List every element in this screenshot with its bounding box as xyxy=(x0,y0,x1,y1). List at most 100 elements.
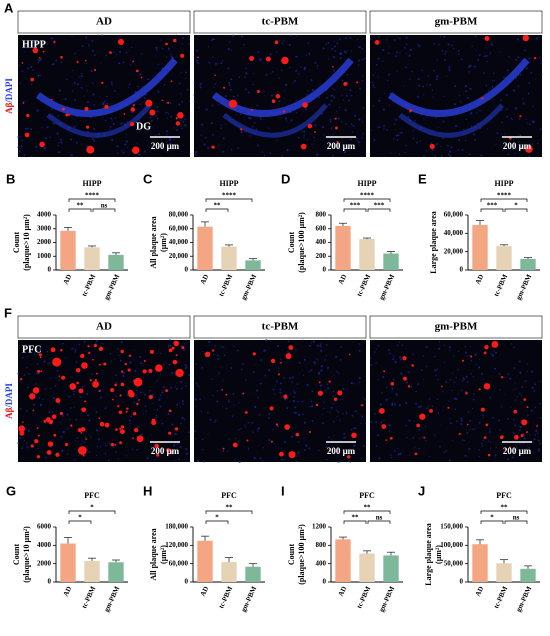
dapi xyxy=(342,387,345,391)
dapi xyxy=(275,51,278,53)
dapi xyxy=(61,449,64,452)
stain-part: Aβ xyxy=(4,407,14,418)
dapi xyxy=(370,421,373,423)
plaque xyxy=(466,423,469,426)
dapi xyxy=(337,372,339,374)
plaque xyxy=(36,455,41,459)
dapi xyxy=(178,427,180,429)
dapi xyxy=(369,357,372,359)
dapi xyxy=(484,409,486,411)
dapi xyxy=(154,409,156,411)
y-tick-label: 20,000 xyxy=(444,247,464,255)
plaque xyxy=(85,438,88,440)
dapi xyxy=(220,124,222,126)
dapi xyxy=(275,139,278,141)
dapi xyxy=(146,129,149,132)
plaque xyxy=(84,59,87,62)
dapi xyxy=(347,50,349,52)
plaque xyxy=(177,112,184,119)
dapi xyxy=(416,141,419,144)
dapi xyxy=(218,372,221,374)
chart-title: PFC xyxy=(359,491,375,500)
dapi xyxy=(139,73,142,76)
dapi xyxy=(448,459,451,462)
dapi xyxy=(244,76,246,78)
dapi xyxy=(88,451,91,453)
dapi xyxy=(434,369,437,372)
dapi xyxy=(517,56,520,59)
dapi xyxy=(155,46,158,49)
dapi xyxy=(180,93,182,95)
dapi xyxy=(111,83,113,86)
dapi xyxy=(397,134,400,137)
dapi xyxy=(185,448,188,451)
plaque xyxy=(519,115,522,118)
dapi xyxy=(238,460,241,464)
bar xyxy=(472,544,488,582)
x-tick-label: gm-PBM xyxy=(515,273,534,301)
dapi xyxy=(518,118,521,120)
image-bg xyxy=(194,340,366,462)
dapi xyxy=(257,144,259,147)
dapi xyxy=(216,390,219,392)
dapi xyxy=(158,398,161,401)
dapi xyxy=(514,424,517,427)
dapi xyxy=(152,402,154,405)
dapi xyxy=(166,133,168,135)
dapi xyxy=(417,383,420,386)
dapi xyxy=(126,120,129,123)
x-tick-label: AD xyxy=(474,585,486,598)
dapi xyxy=(412,352,414,355)
dapi xyxy=(457,351,459,353)
plaque xyxy=(280,361,282,364)
dapi xyxy=(297,400,299,403)
dapi xyxy=(278,100,281,103)
dapi xyxy=(452,372,454,374)
dapi xyxy=(338,106,341,109)
dapi xyxy=(292,82,294,84)
dapi xyxy=(220,127,222,129)
dapi xyxy=(409,48,412,51)
dapi xyxy=(150,446,152,448)
dapi xyxy=(475,363,477,366)
plaque xyxy=(361,404,364,407)
dapi xyxy=(503,376,505,379)
dapi xyxy=(324,359,326,361)
y-tick-label: 1200 xyxy=(312,523,327,531)
dapi xyxy=(371,81,374,84)
dapi xyxy=(332,87,334,89)
dapi xyxy=(38,58,40,61)
dapi xyxy=(449,422,452,425)
dapi xyxy=(19,64,21,66)
plaque xyxy=(78,388,84,394)
dapi xyxy=(235,114,237,116)
dapi xyxy=(30,84,32,86)
significance-bracket xyxy=(480,510,528,514)
dapi xyxy=(321,414,323,416)
dapi xyxy=(213,354,215,356)
dapi xyxy=(37,447,39,450)
dapi xyxy=(62,342,64,345)
dapi xyxy=(524,380,526,383)
dapi xyxy=(436,398,439,400)
dapi xyxy=(86,101,89,104)
dapi xyxy=(358,350,361,352)
dapi xyxy=(527,92,530,95)
dapi xyxy=(268,127,270,129)
dapi xyxy=(176,403,179,406)
dapi xyxy=(508,451,510,454)
dapi xyxy=(93,128,95,130)
dapi xyxy=(218,104,220,106)
plaque xyxy=(317,390,323,396)
dapi xyxy=(349,36,352,39)
dapi xyxy=(182,120,185,123)
dapi xyxy=(90,436,92,438)
plaque xyxy=(487,453,491,457)
dapi xyxy=(50,387,52,390)
dapi xyxy=(478,366,481,369)
dapi xyxy=(37,74,40,77)
dapi xyxy=(335,409,338,411)
plaque xyxy=(55,452,60,457)
dapi xyxy=(464,139,467,142)
micrograph xyxy=(194,339,367,464)
